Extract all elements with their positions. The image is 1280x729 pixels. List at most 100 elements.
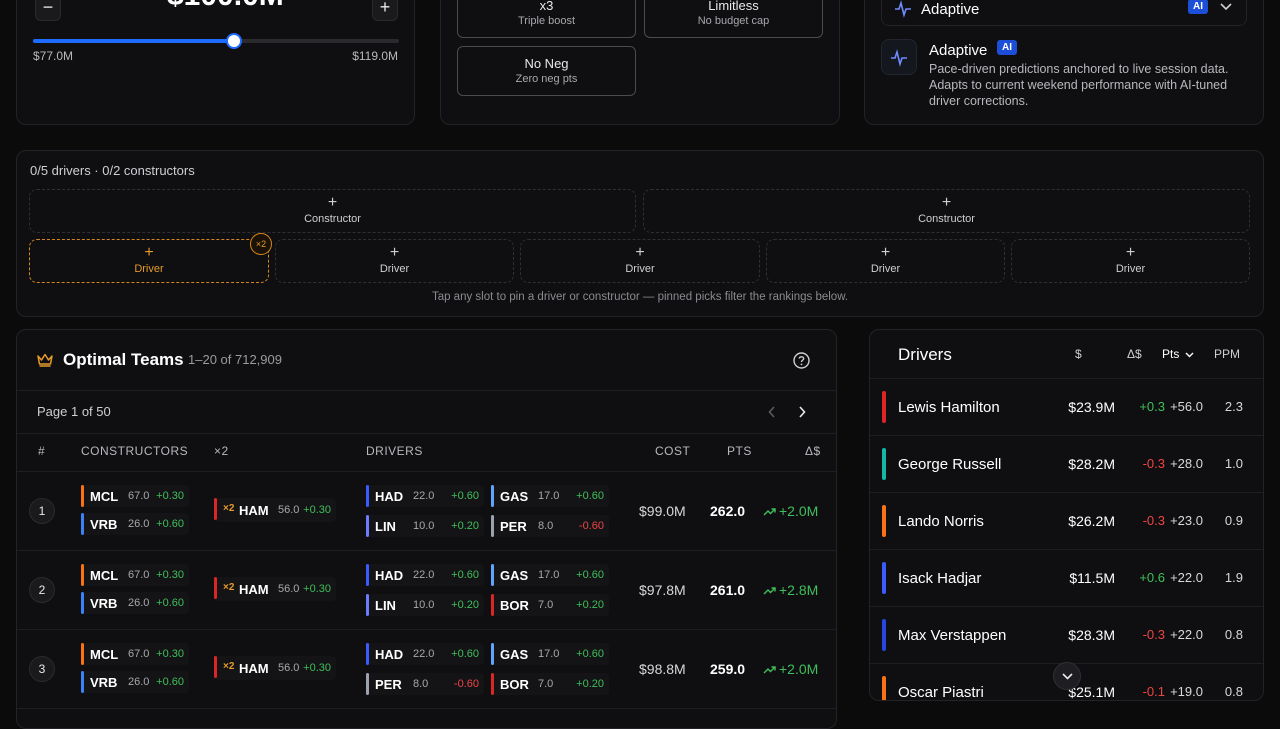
col-header-drivers: DRIVERS [366,444,423,458]
chip-triple-boost[interactable]: x3 Triple boost [457,0,636,38]
tag-points: 17.0 [538,569,560,581]
pulse-icon [891,49,907,67]
driver-tag[interactable]: LIN 10.0 +0.20 [366,515,484,537]
driver-price-delta: -0.3 [1142,627,1165,642]
driver-row[interactable]: Max Verstappen $28.3M -0.3 +22.0 0.8 [870,606,1263,663]
tag-points: 26.0 [128,597,150,609]
driver-slot-5[interactable]: + Driver [1011,239,1250,283]
plus-icon: + [1125,244,1136,261]
tag-delta: +0.30 [303,662,331,674]
driver-row[interactable]: Lewis Hamilton $23.9M +0.3 +56.0 2.3 [870,378,1263,435]
tag-points: 22.0 [413,569,435,581]
team-color-bar [491,673,494,695]
driver-tag[interactable]: HAD 22.0 +0.60 [366,564,484,586]
chip-limitless[interactable]: Limitless No budget cap [644,0,823,38]
boosted-driver-tag[interactable]: ×2 HAM 56.0 +0.30 [214,577,336,601]
tag-code: HAM [239,503,269,518]
boosted-driver-tag[interactable]: ×2 HAM 56.0 +0.30 [214,498,336,522]
constructor-slot-2[interactable]: + Constructor [643,189,1250,233]
increase-budget-button[interactable]: + [372,0,398,21]
driver-points: +19.0 [1170,684,1203,699]
driver-tag[interactable]: LIN 10.0 +0.20 [366,594,484,616]
driver-slot-3[interactable]: + Driver [520,239,760,283]
team-color-bar [882,619,886,651]
constructor-tag[interactable]: VRB 26.0 +0.60 [81,513,189,535]
team-color-bar [491,564,494,586]
help-icon[interactable] [793,352,810,369]
driver-tag[interactable]: HAD 22.0 +0.60 [366,643,484,665]
tag-code: LIN [375,598,396,613]
tag-delta: +0.60 [156,518,184,530]
scroll-down-button[interactable] [1053,662,1081,690]
next-page-icon[interactable] [798,406,806,418]
team-cost: $99.0M [639,503,686,519]
constructor-tag[interactable]: VRB 26.0 +0.60 [81,592,189,614]
driver-tag[interactable]: GAS 17.0 +0.60 [491,643,609,665]
driver-row[interactable]: George Russell $28.2M -0.3 +28.0 1.0 [870,435,1263,492]
drivers-col-pts[interactable]: Pts [1162,347,1194,361]
prev-page-icon[interactable] [768,406,776,418]
team-color-bar [81,592,84,614]
driver-slot-2[interactable]: + Driver [275,239,514,283]
driver-row[interactable]: Isack Hadjar $11.5M +0.6 +22.0 1.9 [870,549,1263,606]
constructor-tag[interactable]: MCL 67.0 +0.30 [81,643,189,665]
col-header-cost: COST [655,444,691,458]
driver-tag[interactable]: PER 8.0 -0.60 [366,673,484,695]
crown-icon [37,353,53,367]
chip-title: No Neg [524,56,569,71]
driver-tag[interactable]: BOR 7.0 +0.20 [491,673,609,695]
driver-slot-4[interactable]: + Driver [766,239,1005,283]
decrease-budget-button[interactable]: − [35,0,61,21]
divider [17,390,836,391]
budget-slider-thumb[interactable] [226,33,243,49]
driver-rows: Lewis Hamilton $23.9M +0.3 +56.0 2.3 George R… [870,378,1263,700]
tag-code: MCL [90,568,119,583]
drivers-col-delta[interactable]: Δ$ [1127,347,1142,361]
tag-delta: +0.30 [303,583,331,595]
driver-name: George Russell [898,456,1002,473]
constructor-slot-1[interactable]: + Constructor [29,189,636,233]
pulse-icon [895,0,911,18]
driver-tag[interactable]: HAD 22.0 +0.60 [366,485,484,507]
team-color-bar [491,485,494,507]
tag-code: PER [500,519,527,534]
boosted-driver-tag[interactable]: ×2 HAM 56.0 +0.30 [214,656,336,680]
driver-tag[interactable]: PER 8.0 -0.60 [491,515,609,537]
constructor-tag[interactable]: MCL 67.0 +0.30 [81,485,189,507]
driver-tag[interactable]: GAS 17.0 +0.60 [491,564,609,586]
model-icon-box [881,39,917,75]
plus-icon: + [144,244,154,261]
budget-slider[interactable] [33,33,399,49]
team-color-bar [366,594,369,616]
model-select[interactable]: Adaptive AI [881,0,1247,26]
tag-code: VRB [90,675,118,690]
driver-tag[interactable]: GAS 17.0 +0.60 [491,485,609,507]
driver-name: Lewis Hamilton [898,399,1000,416]
driver-slot-1[interactable]: + Driver [29,239,269,283]
team-delta-value: +2.0M [779,661,819,677]
tag-code: VRB [90,517,118,532]
driver-price-delta: -0.3 [1142,456,1165,471]
driver-tag[interactable]: BOR 7.0 +0.20 [491,594,609,616]
drivers-col-price[interactable]: $ [1075,347,1082,361]
team-delta: +2.0M [763,503,818,519]
slot-label: Constructor [304,213,361,225]
plus-icon: + [941,194,952,211]
chip-no-neg[interactable]: No Neg Zero neg pts [457,46,636,96]
team-color-bar [491,515,494,537]
tag-delta: +0.20 [451,599,479,611]
team-color-bar [366,564,369,586]
driver-ppm: 1.9 [1224,570,1243,585]
tag-delta: +0.30 [156,490,184,502]
picks-panel [16,150,1264,317]
constructor-tag[interactable]: MCL 67.0 +0.30 [81,564,189,586]
drivers-col-ppm[interactable]: PPM [1214,347,1241,361]
constructor-tag[interactable]: VRB 26.0 +0.60 [81,671,189,693]
tag-points: 26.0 [128,518,150,530]
tag-code: VRB [90,596,118,611]
driver-row[interactable]: Lando Norris $26.2M -0.3 +23.0 0.9 [870,492,1263,549]
team-points: 261.0 [710,582,746,598]
tag-points: 7.0 [538,678,554,690]
chevron-down-icon [1062,673,1073,680]
tag-points: 10.0 [413,520,435,532]
